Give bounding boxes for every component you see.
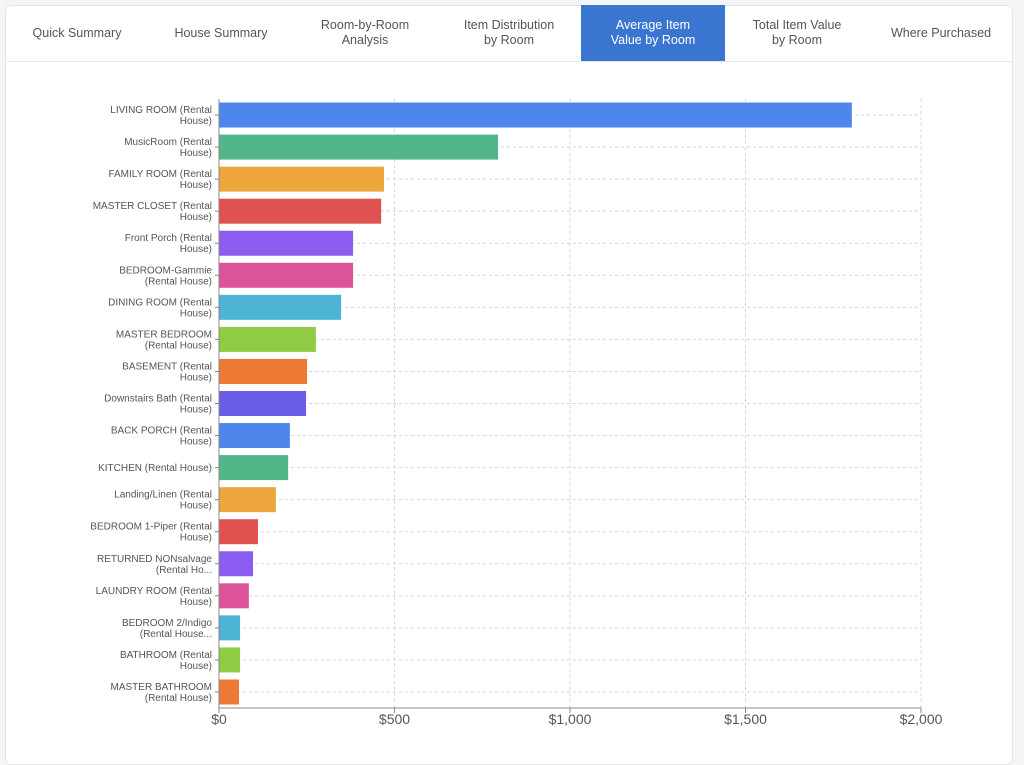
y-tick-label: DINING ROOM (Rental House) — [108, 297, 212, 319]
bar — [219, 679, 240, 705]
bar — [219, 455, 289, 481]
bar — [219, 358, 308, 384]
tab-where-purchased[interactable]: Where Purchased — [890, 25, 992, 40]
bar — [219, 198, 382, 224]
y-tick-label: MASTER BEDROOM (Rental House) — [116, 329, 212, 351]
x-tick-label: $1,500 — [724, 711, 767, 727]
bar — [219, 647, 241, 673]
bar — [219, 487, 276, 513]
y-tick-label: MASTER BATHROOM (Rental House) — [111, 682, 212, 704]
y-tick-label: LAUNDRY ROOM (Rental House) — [96, 586, 212, 608]
bar — [219, 230, 354, 256]
bar — [219, 134, 499, 160]
x-tick-label: $2,000 — [900, 711, 943, 727]
y-tick-label: MASTER CLOSET (Rental House) — [93, 201, 212, 223]
tab-total-item-value[interactable]: Total Item Value by Room — [752, 18, 842, 47]
y-tick-label: BASEMENT (Rental House) — [122, 361, 212, 383]
bar — [219, 519, 258, 545]
bar — [219, 615, 241, 641]
bar — [219, 326, 316, 352]
bar — [219, 583, 249, 609]
y-tick-label: FAMILY ROOM (Rental House) — [108, 169, 212, 191]
average-value-bar-chart: $0 $500 $1,000 $1,500 $2,000 LIVING ROOM (Ren… — [90, 99, 943, 727]
tab-item-distribution[interactable]: Item Distribution by Room — [463, 18, 555, 47]
tab-average-item-value[interactable]: Average Item Value by Room — [581, 5, 725, 61]
y-tick-label: LIVING ROOM (Rental House) — [110, 105, 212, 127]
y-tick-label: KITCHEN (Rental House) — [98, 463, 212, 474]
tab-quick-summary[interactable]: Quick Summary — [32, 25, 122, 40]
bar — [219, 262, 354, 288]
bar — [219, 166, 384, 192]
bar — [219, 391, 307, 416]
tab-bar: Quick Summary House Summary Room-by-Room… — [5, 5, 1013, 62]
chart-card — [5, 5, 1013, 765]
bar — [219, 423, 290, 449]
y-tick-label: Downstairs Bath (Rental House) — [104, 394, 212, 416]
x-tick-label: $500 — [379, 711, 410, 727]
y-tick-label: BEDROOM-Gammie (Rental House) — [119, 265, 212, 287]
tab-house-summary[interactable]: House Summary — [174, 25, 268, 40]
y-tick-label: MusicRoom (Rental House) — [124, 137, 212, 159]
bar — [219, 102, 852, 128]
y-tick-label: Front Porch (Rental House) — [125, 233, 212, 255]
x-tick-label: $0 — [211, 711, 227, 727]
bar — [219, 294, 342, 320]
y-tick-label: RETURNED NONsalvage (Rental Ho... — [97, 554, 212, 576]
y-tick-label: BEDROOM 1-Piper (Rental House) — [90, 522, 212, 544]
y-tick-label: BATHROOM (Rental House) — [120, 650, 212, 672]
y-tick-label: BACK PORCH (Rental House) — [111, 426, 212, 448]
y-tick-label: BEDROOM 2/Indigo (Rental House... — [122, 618, 212, 640]
bar — [219, 551, 254, 577]
tab-room-by-room-analysis[interactable]: Room-by-Room Analysis — [320, 18, 410, 47]
x-tick-label: $1,000 — [549, 711, 592, 727]
y-tick-label: Landing/Linen (Rental House) — [114, 490, 212, 512]
